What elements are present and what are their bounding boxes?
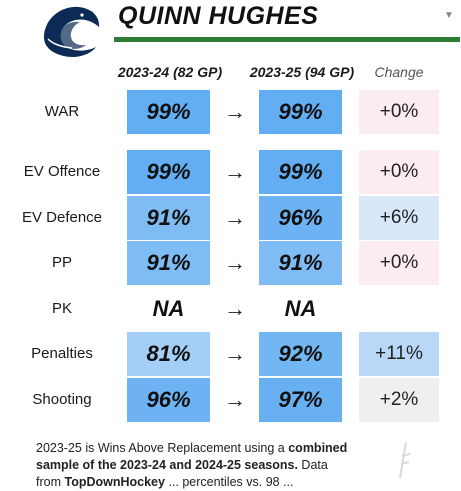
row-label: EV Offence xyxy=(23,163,101,180)
footer-text: from xyxy=(36,475,65,489)
canucks-logo-icon xyxy=(43,6,100,57)
arrow-icon: → xyxy=(224,250,246,275)
row-label: EV Defence xyxy=(21,209,103,226)
row-label: Penalties xyxy=(31,345,93,362)
arrow-icon: → xyxy=(224,387,246,412)
watermark-icon xyxy=(399,441,411,479)
footer-note: 2023-25 is Wins Above Replacement using … xyxy=(36,440,396,491)
title-underline xyxy=(114,37,460,42)
value-2023-24: 91% xyxy=(127,241,210,285)
change-value: +11% xyxy=(359,332,439,376)
footer-bold: sample of the 2023-24 and 2024-25 season… xyxy=(36,458,298,472)
change-value: +6% xyxy=(359,196,439,240)
arrow-icon: → xyxy=(224,99,246,124)
column-header-season2: 2023-25 (94 GP) xyxy=(249,64,355,80)
value-2023-24: 99% xyxy=(127,150,210,194)
footer-bold: TopDownHockey xyxy=(64,475,165,489)
value-2023-25: 92% xyxy=(259,332,342,376)
change-value xyxy=(359,287,439,331)
value-2023-25: NA xyxy=(259,287,342,331)
column-header-season1: 2023-24 (82 GP) xyxy=(117,64,223,80)
footer-bold: combined xyxy=(288,441,348,455)
chevron-down-icon[interactable]: ▼ xyxy=(444,10,454,21)
value-2023-25: 91% xyxy=(259,241,342,285)
value-2023-24: NA xyxy=(127,287,210,331)
footer-text: ... percentiles vs. 98 ... xyxy=(164,475,294,489)
change-value: +0% xyxy=(359,150,439,194)
value-2023-24: 91% xyxy=(127,196,210,240)
footer-text: Data xyxy=(297,458,328,472)
value-2023-25: 99% xyxy=(259,90,342,134)
value-2023-25: 97% xyxy=(259,378,342,422)
row-label: PK xyxy=(51,300,72,317)
footer-text: 2023-25 is Wins Above Replacement using … xyxy=(36,441,289,455)
column-header-change: Change xyxy=(374,64,424,80)
arrow-icon: → xyxy=(224,205,246,230)
change-value: +0% xyxy=(359,90,439,134)
change-value: +2% xyxy=(359,378,439,422)
arrow-icon: → xyxy=(224,296,246,321)
value-2023-25: 99% xyxy=(259,150,342,194)
value-2023-24: 99% xyxy=(127,90,210,134)
change-value: +0% xyxy=(359,241,439,285)
value-2023-24: 96% xyxy=(127,378,210,422)
row-label: Shooting xyxy=(32,391,92,408)
player-name-title: QUINN HUGHES xyxy=(118,2,319,30)
value-2023-25: 96% xyxy=(259,196,342,240)
row-label: PP xyxy=(51,254,72,271)
arrow-icon: → xyxy=(224,341,246,366)
arrow-icon: → xyxy=(224,159,246,184)
row-label: WAR xyxy=(44,103,80,120)
value-2023-24: 81% xyxy=(127,332,210,376)
